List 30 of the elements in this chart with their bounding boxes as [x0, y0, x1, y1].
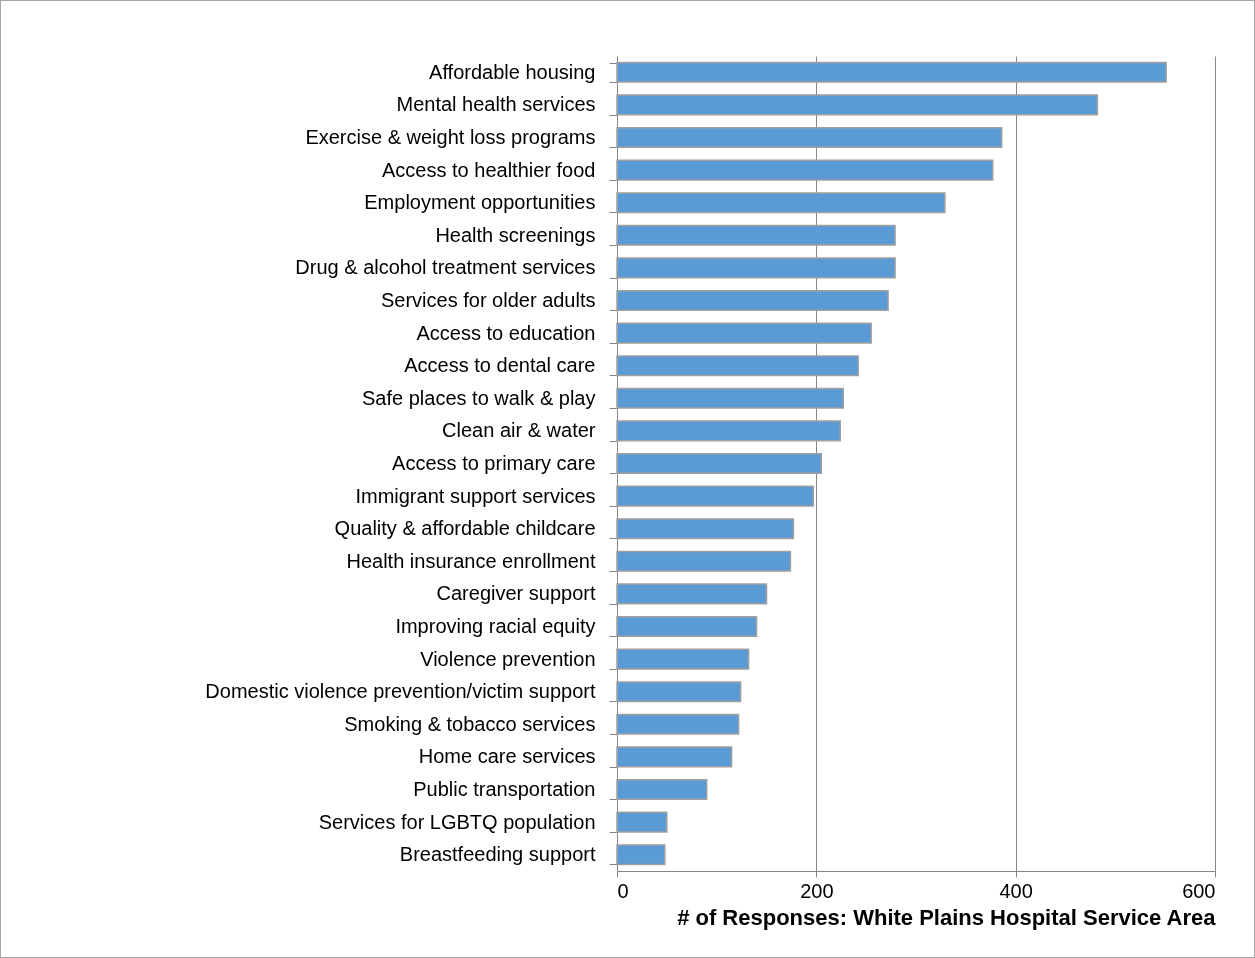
y-tick-label: Affordable housing — [429, 60, 596, 83]
y-tick-label: Clean air & water — [442, 419, 596, 442]
y-tick-label: Services for LGBTQ population — [318, 810, 596, 833]
x-tick-label: 0 — [617, 879, 629, 902]
y-tick-label: Access to healthier food — [382, 158, 596, 181]
y-tick-label: Public transportation — [413, 778, 596, 800]
y-tick-label: Drug & alcohol treatment services — [295, 256, 596, 279]
y-tick-label: Access to education — [416, 321, 596, 344]
y-tick-label: Access to primary care — [392, 452, 596, 474]
y-tick-label: Breastfeeding support — [399, 843, 596, 866]
x-tick-label: 200 — [800, 879, 834, 902]
x-axis-title: # of Responses: White Plains Hospital Service Area — [677, 904, 1217, 930]
y-tick-label: Health screenings — [435, 223, 596, 246]
y-tick-label: Violence prevention — [420, 647, 596, 670]
x-tick-label: 400 — [999, 879, 1033, 902]
y-tick-label: Employment opportunities — [364, 191, 596, 214]
y-tick-label: Domestic violence prevention/victim support — [205, 680, 596, 703]
y-tick-label: Home care services — [418, 745, 596, 768]
y-tick-label: Health insurance enrollment — [346, 549, 596, 572]
x-tick-label: 600 — [1182, 879, 1216, 902]
y-tick-label: Safe places to walk & play — [362, 386, 596, 409]
y-tick-label: Access to dental care — [404, 354, 596, 377]
y-tick-label: Services for older adults — [380, 289, 596, 311]
y-tick-label: Exercise & weight loss programs — [305, 126, 596, 148]
y-tick-label: Quality & affordable childcare — [334, 517, 596, 540]
y-tick-label: Mental health services — [396, 93, 596, 116]
y-tick-label: Caregiver support — [436, 582, 596, 605]
y-tick-label: Improving racial equity — [395, 615, 596, 637]
y-tick-label: Smoking & tobacco services — [344, 712, 596, 735]
y-tick-label: Immigrant support services — [355, 484, 596, 507]
